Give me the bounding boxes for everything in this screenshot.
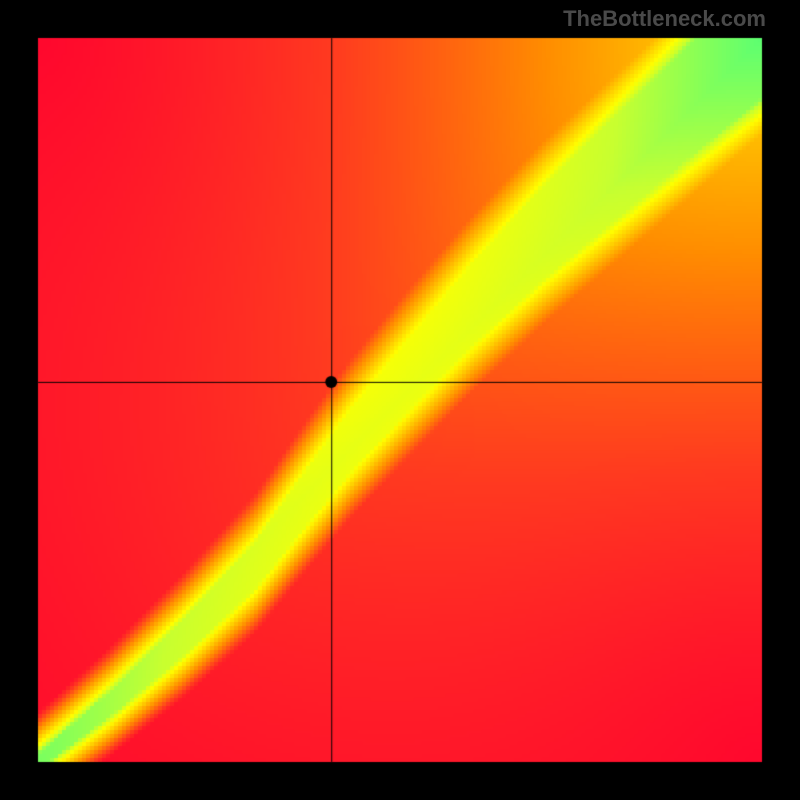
chart-container: { "source_label": "TheBottleneck.com", "… <box>0 0 800 800</box>
crosshair-overlay <box>0 0 800 800</box>
source-watermark: TheBottleneck.com <box>563 6 766 32</box>
